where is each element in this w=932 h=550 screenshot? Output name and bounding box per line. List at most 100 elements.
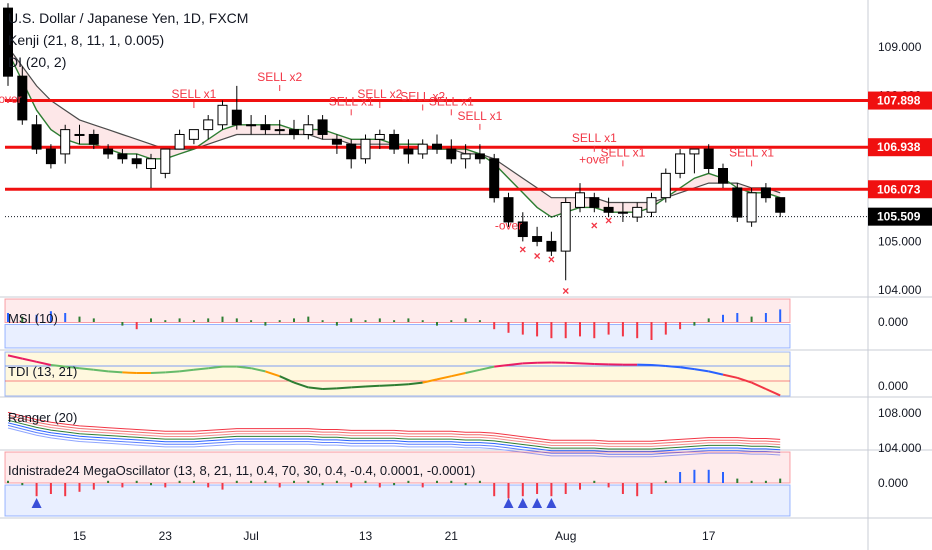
cross-marker: × <box>519 243 526 257</box>
candle <box>560 197 571 281</box>
candle <box>74 124 85 145</box>
candle-body <box>88 133 99 145</box>
price-tick-label: 109.000 <box>878 40 922 54</box>
candle <box>417 139 428 159</box>
sell-signal-label: SELL x2 <box>400 89 445 103</box>
candle <box>532 226 543 247</box>
candle <box>718 163 728 188</box>
date-tick-label: 21 <box>445 529 459 543</box>
sell-signal-label: SELL x1 <box>329 94 374 108</box>
last-price-label: 105.509 <box>877 210 921 224</box>
tdi-line-segment <box>736 376 752 384</box>
tdi-line-segment <box>308 386 323 390</box>
tdi-line-segment <box>422 378 438 384</box>
candle-body <box>389 133 400 150</box>
candle-body <box>560 202 571 252</box>
candle-body <box>417 143 428 155</box>
tdi-line-segment <box>436 375 452 381</box>
tdi-line-segment <box>165 370 180 374</box>
candle <box>360 134 371 164</box>
level-tag-box <box>868 91 932 110</box>
candle-body <box>775 197 786 213</box>
candle-body <box>317 119 328 135</box>
level-tag-box <box>868 138 932 157</box>
tdi-line-segment <box>479 365 495 371</box>
level-tag-label: 107.898 <box>877 94 921 108</box>
candle-body <box>718 168 728 184</box>
candle-body <box>103 148 114 155</box>
tdi-line-segment <box>7 354 23 360</box>
candle-body <box>246 124 257 127</box>
candle-body <box>503 197 514 223</box>
mega-zero-label: 0.000 <box>878 476 908 490</box>
tdi-line-segment <box>394 383 409 387</box>
candle-body <box>760 187 771 199</box>
candle-body <box>689 148 700 155</box>
candle <box>689 148 700 174</box>
ranger-band-line <box>7 427 781 458</box>
candle-body <box>231 109 242 126</box>
candle-body <box>532 236 543 242</box>
candle-body <box>446 148 457 160</box>
candle-body <box>174 133 185 150</box>
candle <box>474 144 485 164</box>
tdi-line-segment <box>651 364 666 367</box>
candle-body <box>17 75 28 121</box>
tdi-line-segment <box>193 367 209 371</box>
tdi-line-segment <box>451 372 466 378</box>
mega-upper-band <box>4 451 791 484</box>
candle <box>389 129 400 154</box>
tdi-zero-label: 0.000 <box>878 379 908 393</box>
candle-body <box>160 148 171 174</box>
tdi-pane-title: TDI (13, 21) <box>8 364 78 379</box>
candle-body <box>617 211 628 214</box>
chart-title: U.S. Dollar / Japanese Yen, 1D, FXCM <box>8 10 249 26</box>
price-tick-label: 104.000 <box>878 283 922 297</box>
tdi-line-segment <box>751 381 767 390</box>
candle <box>3 3 13 86</box>
candle <box>231 85 242 130</box>
ranger-band-line <box>7 417 781 447</box>
sell-signal-label: SELL x1 <box>600 145 645 159</box>
candle-body <box>3 7 13 77</box>
level-price-tag: 106.938 <box>868 138 932 157</box>
candle <box>746 187 757 227</box>
tdi-line-segment <box>236 365 252 370</box>
date-tick-label: 13 <box>359 529 373 543</box>
candle-body <box>274 129 285 132</box>
candle <box>31 115 42 154</box>
ranger-tick-label: 108.000 <box>878 406 922 420</box>
last-price-box <box>868 207 932 226</box>
tdi-line-segment <box>579 362 595 366</box>
candle-body <box>460 153 471 160</box>
sell-signal-label: SELL x1 <box>457 109 502 123</box>
ranger-band-line <box>7 424 781 455</box>
tdi-line-segment <box>379 384 395 387</box>
candle <box>546 231 557 256</box>
candle-body <box>603 206 614 213</box>
tdi-line-segment <box>208 365 223 370</box>
level-tag-label: 106.938 <box>877 140 921 154</box>
sell-signal-label: SELL x1 <box>729 145 774 159</box>
candle-body <box>289 129 299 135</box>
tdi-line-segment <box>65 365 80 370</box>
ranger-band-line <box>7 422 781 453</box>
ranger-pane-title: Ranger (20) <box>8 410 78 425</box>
mega-buy-marker <box>31 498 42 508</box>
price-tick-label: 105.000 <box>878 234 922 248</box>
level-price-tag: 106.073 <box>868 180 932 199</box>
tdi-line-segment <box>108 370 123 374</box>
cross-marker: × <box>562 284 569 298</box>
candle <box>203 115 214 140</box>
tdi-line-segment <box>22 357 37 363</box>
ranger-band-line <box>7 419 781 450</box>
tdi-line-segment <box>265 370 281 378</box>
over-label: +over <box>579 153 609 167</box>
candle <box>217 100 228 130</box>
candle <box>160 148 171 179</box>
msi-lower-band <box>4 324 791 349</box>
tdi-line-segment <box>179 368 195 373</box>
candle <box>617 202 628 222</box>
